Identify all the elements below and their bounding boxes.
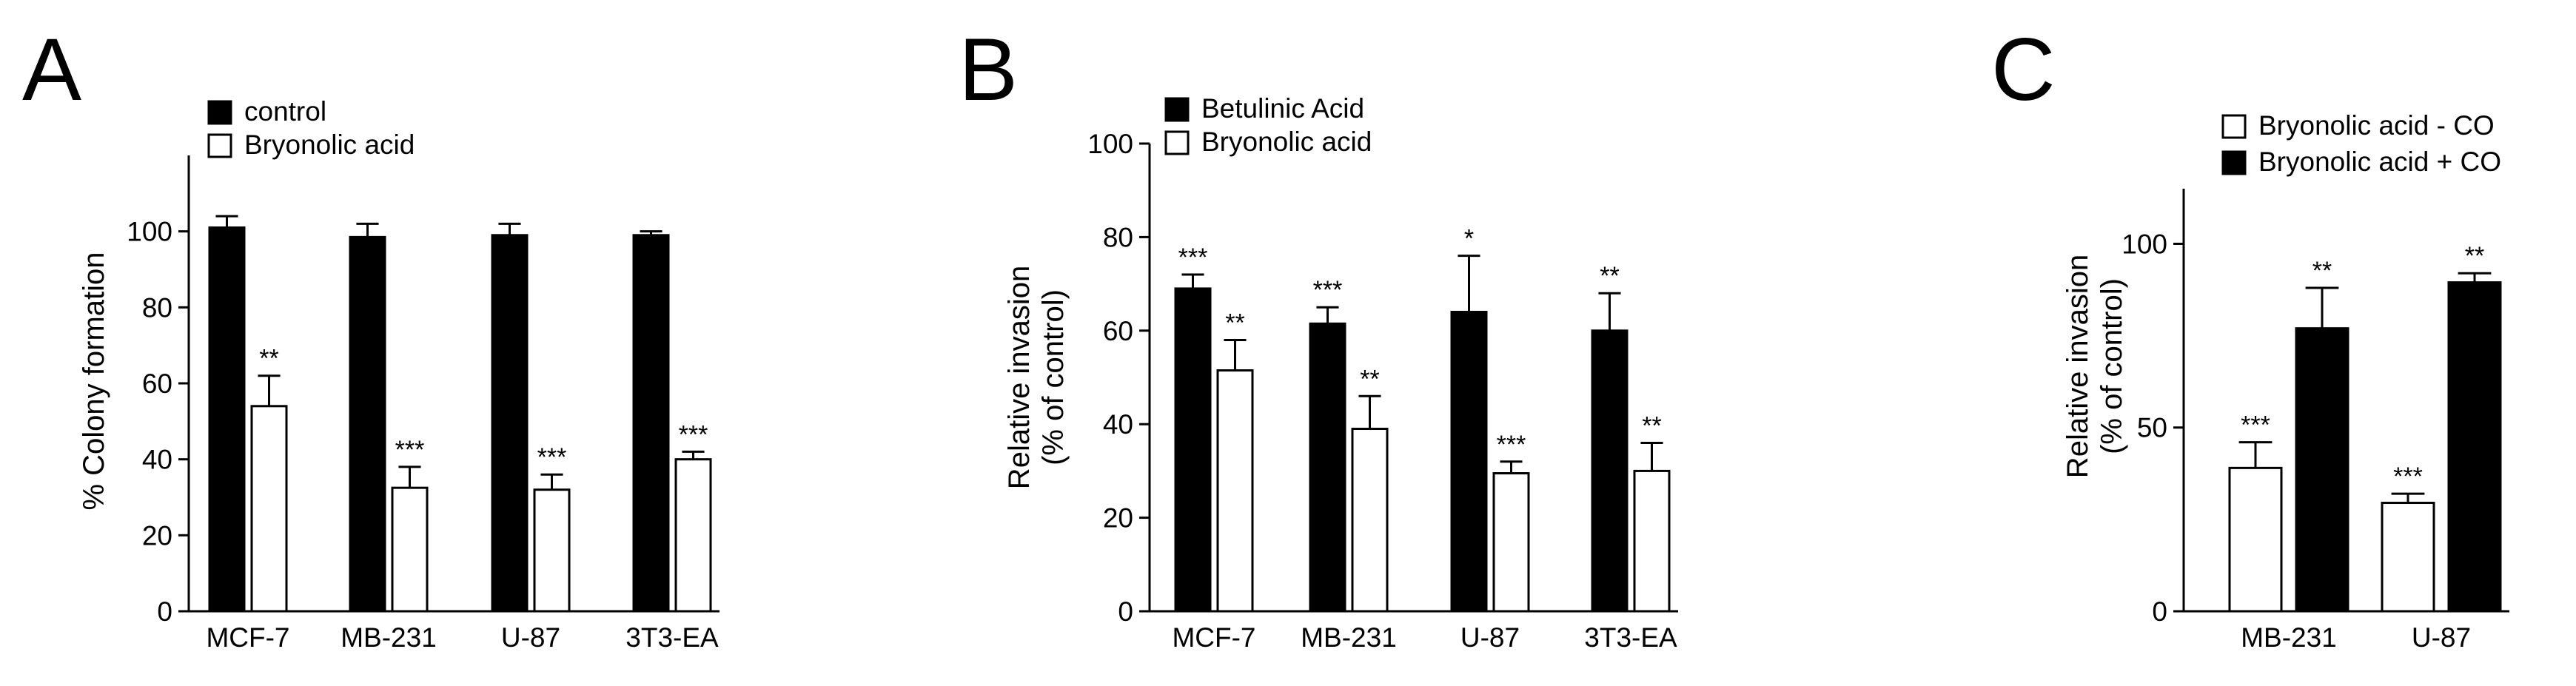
- legend-label: Betulinic Acid: [1201, 93, 1364, 124]
- bar: [391, 486, 429, 613]
- significance-label: ***: [679, 420, 708, 448]
- x-tick-label: 3T3-EA: [625, 622, 719, 653]
- significance-label: **: [2312, 257, 2332, 285]
- y-tick-label: 20: [1103, 503, 1133, 534]
- x-tick-label: MB-231: [341, 622, 437, 653]
- x-tick-label: MB-231: [2241, 622, 2337, 653]
- bar: [250, 405, 288, 613]
- y-tick-label: 50: [2137, 413, 2167, 443]
- y-tick-label: 40: [142, 445, 172, 475]
- bar: [491, 234, 529, 613]
- y-axis-label-line: (% of control): [2096, 278, 2128, 454]
- y-axis-label-line: Relative invasion: [1003, 266, 1036, 489]
- y-tick-label: 100: [1087, 129, 1133, 159]
- panel-letter: A: [22, 20, 81, 119]
- panel-letter: B: [959, 20, 1018, 119]
- x-tick-label: MCF-7: [206, 622, 289, 653]
- significance-label: **: [1600, 262, 1619, 290]
- legend-label: Bryonolic acid: [1201, 127, 1372, 157]
- y-axis-label-line: (% of control): [1037, 289, 1070, 465]
- bar: [2295, 327, 2349, 613]
- y-tick-label: 100: [2121, 229, 2167, 259]
- y-tick-label: 80: [142, 292, 172, 323]
- y-axis-label: Relative invasion(% of control): [2062, 255, 2128, 478]
- legend-label: Bryonolic acid: [244, 130, 415, 160]
- bar: [674, 458, 712, 613]
- x-tick-label: MB-231: [1301, 622, 1397, 653]
- significance-label: **: [1642, 411, 1661, 440]
- significance-label: ***: [2241, 411, 2270, 440]
- y-tick-label: 100: [127, 217, 172, 247]
- significance-label: ***: [395, 436, 425, 464]
- y-tick-label: 0: [2152, 596, 2167, 627]
- significance-label: ***: [1313, 276, 1343, 304]
- y-tick-label: 40: [1103, 409, 1133, 440]
- x-tick-label: U-87: [1460, 622, 1520, 653]
- x-tick-label: U-87: [2412, 622, 2471, 653]
- x-tick-label: U-87: [501, 622, 560, 653]
- significance-label: ***: [1497, 431, 1526, 459]
- legend-swatch: [2221, 114, 2247, 139]
- bar: [533, 488, 571, 613]
- bar: [2381, 502, 2435, 613]
- significance-label: **: [1225, 309, 1244, 337]
- y-tick-label: 60: [1103, 316, 1133, 346]
- bar: [1633, 469, 1671, 613]
- y-axis-label: % Colony formation: [78, 252, 110, 510]
- y-axis-label: Relative invasion(% of control): [1003, 266, 1070, 489]
- bar: [349, 235, 386, 613]
- legend-swatch: [207, 133, 232, 158]
- legend-swatch: [1164, 97, 1190, 122]
- bar: [1492, 472, 1530, 613]
- panel-b: B 0 20 40 60 80 100 Relative invasion(% of cont…: [959, 20, 1678, 653]
- legend-label: Bryonolic acid + CO: [2258, 147, 2501, 177]
- significance-label: **: [1360, 365, 1379, 393]
- y-axis-label-line: Relative invasion: [2062, 255, 2094, 478]
- y-tick-label: 60: [142, 369, 172, 399]
- y-tick-label: 0: [1118, 596, 1133, 627]
- bar: [2447, 281, 2502, 613]
- bar: [1351, 428, 1389, 613]
- y-tick-label: 80: [1103, 222, 1133, 252]
- significance-label: ***: [2393, 463, 2423, 491]
- panel-letter: C: [1991, 20, 2056, 119]
- bar: [1450, 311, 1488, 613]
- bar: [208, 226, 246, 613]
- legend-label: Bryonolic acid - CO: [2258, 110, 2495, 141]
- bar: [1309, 322, 1346, 613]
- significance-label: **: [2465, 242, 2484, 270]
- bar: [1591, 329, 1629, 613]
- bar: [632, 234, 670, 613]
- x-tick-label: MCF-7: [1172, 622, 1255, 653]
- significance-label: ***: [537, 443, 567, 471]
- significance-label: *: [1464, 225, 1474, 253]
- y-tick-label: 0: [157, 596, 172, 627]
- x-tick-label: 3T3-EA: [1584, 622, 1677, 653]
- bar: [1174, 287, 1212, 613]
- bar: [2228, 466, 2283, 613]
- significance-label: **: [259, 345, 278, 373]
- legend-swatch: [2221, 150, 2247, 175]
- legend-label: control: [244, 96, 326, 127]
- bar: [1216, 369, 1254, 613]
- legend-swatch: [207, 100, 232, 125]
- y-tick-label: 20: [142, 520, 172, 551]
- legend-swatch: [1164, 130, 1190, 155]
- significance-label: ***: [1178, 243, 1208, 272]
